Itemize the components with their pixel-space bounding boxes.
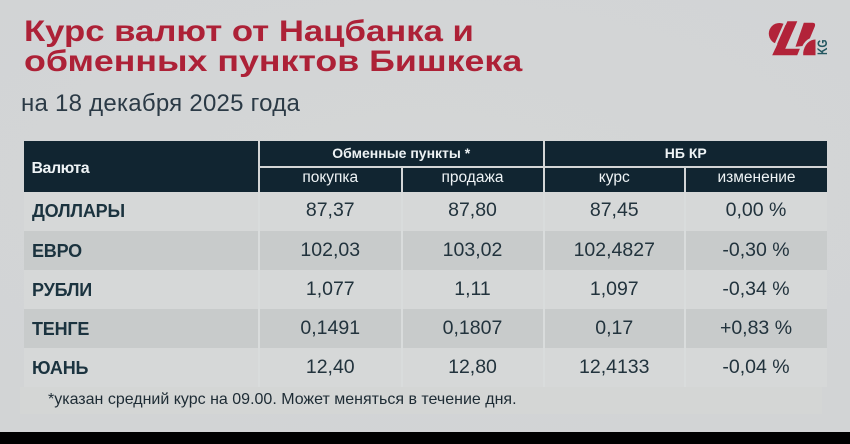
svg-text:KG: KG bbox=[814, 39, 830, 55]
